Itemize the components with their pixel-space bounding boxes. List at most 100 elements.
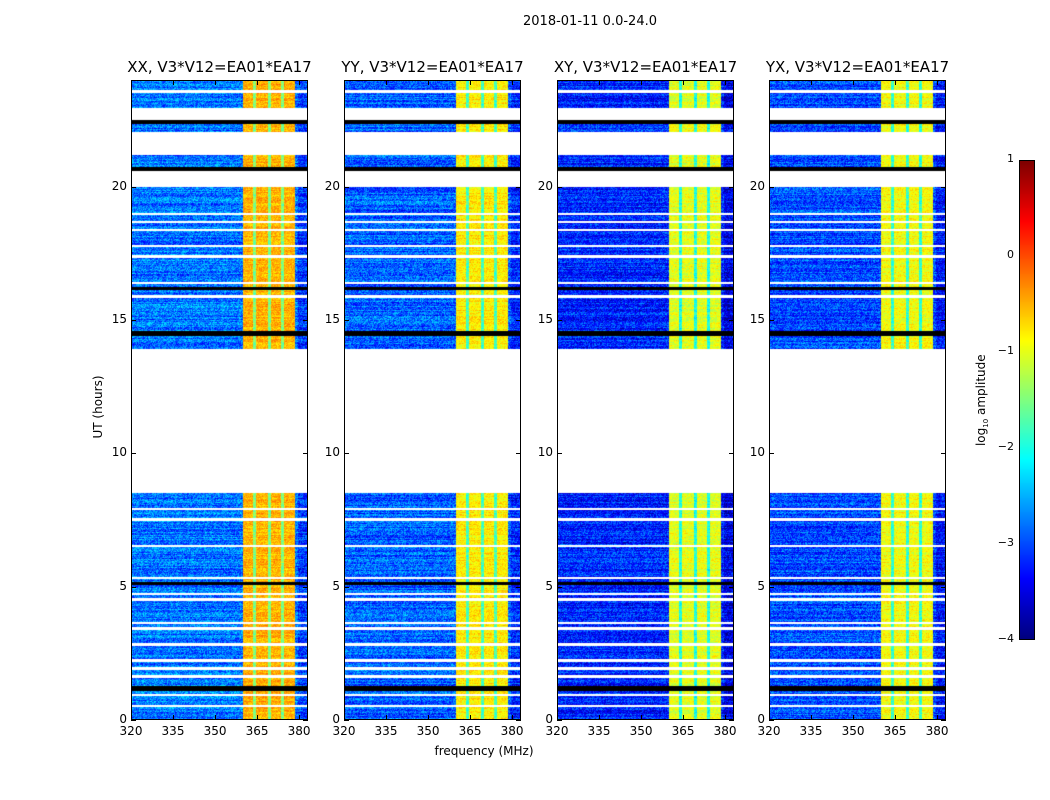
y-tick-mark — [557, 453, 562, 455]
y-tick-label: 0 — [332, 712, 340, 726]
y-tick-mark — [516, 453, 521, 455]
x-tick-mark — [428, 715, 430, 720]
x-tick-mark — [853, 80, 855, 85]
x-tick-label: 350 — [203, 724, 227, 738]
x-tick-mark — [299, 80, 301, 85]
y-tick-mark — [344, 453, 349, 455]
heatmap-panel-1 — [344, 80, 521, 720]
y-tick-mark — [131, 453, 136, 455]
y-tick-label: 5 — [757, 578, 765, 593]
x-tick-mark — [895, 80, 897, 85]
x-tick-mark — [386, 80, 387, 85]
colorbar-tick-label: 1 — [1007, 152, 1014, 165]
y-tick-mark — [557, 720, 562, 721]
x-tick-label: 365 — [245, 724, 269, 738]
x-tick-mark — [131, 715, 132, 720]
x-tick-mark — [853, 715, 855, 720]
y-tick-mark — [344, 586, 349, 588]
x-tick-mark — [557, 80, 558, 85]
y-tick-mark — [941, 186, 946, 188]
y-tick-label: 5 — [545, 578, 553, 593]
y-tick-label: 10 — [537, 445, 553, 460]
y-tick-mark — [729, 453, 734, 455]
y-tick-mark — [941, 586, 946, 588]
y-tick-label: 0 — [119, 712, 127, 726]
x-tick-mark — [344, 80, 345, 85]
y-tick-label: 15 — [111, 312, 127, 326]
colorbar-tick-label: −1 — [997, 344, 1014, 357]
y-tick-label: 10 — [749, 445, 765, 460]
y-tick-label: 10 — [324, 445, 340, 460]
y-tick-mark — [516, 320, 521, 321]
y-tick-label: 5 — [119, 578, 127, 593]
x-tick-label: 320 — [757, 724, 781, 738]
y-tick-mark — [557, 320, 562, 321]
x-tick-mark — [299, 715, 301, 720]
x-tick-mark — [725, 715, 727, 720]
heatmap-panel-0 — [131, 80, 308, 720]
y-tick-mark — [303, 586, 308, 588]
colorbar-tick-label: −2 — [997, 440, 1014, 453]
y-tick-label: 10 — [111, 445, 127, 460]
figure-title: 2018-01-11 0.0-24.0 — [523, 14, 657, 29]
x-tick-mark — [344, 715, 345, 720]
y-tick-mark — [516, 720, 521, 721]
x-tick-mark — [470, 80, 472, 85]
x-tick-mark — [937, 715, 939, 720]
panel-title: XX, V3*V12=EA01*EA17 — [127, 58, 312, 76]
y-tick-mark — [344, 720, 349, 721]
y-tick-mark — [729, 320, 734, 321]
y-tick-mark — [769, 453, 774, 455]
x-tick-mark — [131, 80, 132, 85]
x-tick-mark — [811, 80, 812, 85]
x-tick-mark — [937, 80, 939, 85]
y-tick-label: 20 — [111, 178, 127, 193]
colorbar-tick-label: 0 — [1007, 248, 1014, 261]
y-tick-mark — [131, 186, 136, 188]
x-tick-mark — [257, 715, 259, 720]
y-tick-label: 15 — [749, 312, 765, 326]
x-tick-mark — [599, 715, 600, 720]
y-tick-mark — [303, 320, 308, 321]
x-tick-mark — [215, 715, 217, 720]
y-tick-label: 20 — [324, 178, 340, 193]
y-tick-label: 0 — [757, 712, 765, 726]
colorbar — [1019, 160, 1035, 640]
x-tick-mark — [428, 80, 430, 85]
x-tick-mark — [173, 80, 174, 85]
x-tick-label: 380 — [500, 724, 524, 738]
y-tick-mark — [303, 453, 308, 455]
x-tick-label: 365 — [883, 724, 907, 738]
y-tick-mark — [941, 720, 946, 721]
x-tick-label: 380 — [713, 724, 737, 738]
y-tick-mark — [131, 720, 136, 721]
y-tick-mark — [344, 186, 349, 188]
x-tick-mark — [683, 80, 685, 85]
y-tick-label: 20 — [749, 178, 765, 193]
colorbar-label: log10 amplitude — [973, 354, 991, 447]
y-tick-mark — [729, 186, 734, 188]
panel-title: YY, V3*V12=EA01*EA17 — [341, 58, 524, 76]
colorbar-tick-label: −4 — [997, 632, 1014, 645]
y-tick-mark — [729, 586, 734, 588]
heatmap-panel-2 — [557, 80, 734, 720]
x-tick-label: 320 — [332, 724, 356, 738]
x-tick-label: 365 — [671, 724, 695, 738]
y-tick-mark — [131, 586, 136, 588]
x-tick-label: 380 — [925, 724, 949, 738]
x-axis-label: frequency (MHz) — [434, 744, 534, 758]
y-tick-mark — [557, 586, 562, 588]
heatmap-cells — [558, 81, 733, 719]
y-axis-label: UT (hours) — [91, 375, 105, 439]
y-tick-mark — [769, 720, 774, 721]
y-tick-mark — [729, 720, 734, 721]
x-tick-mark — [257, 80, 259, 85]
x-tick-mark — [769, 80, 770, 85]
x-tick-mark — [769, 715, 770, 720]
heatmap-cells — [345, 81, 520, 719]
y-tick-mark — [941, 320, 946, 321]
x-tick-mark — [599, 80, 600, 85]
y-tick-label: 20 — [537, 178, 553, 193]
y-tick-mark — [769, 186, 774, 188]
y-tick-mark — [941, 453, 946, 455]
